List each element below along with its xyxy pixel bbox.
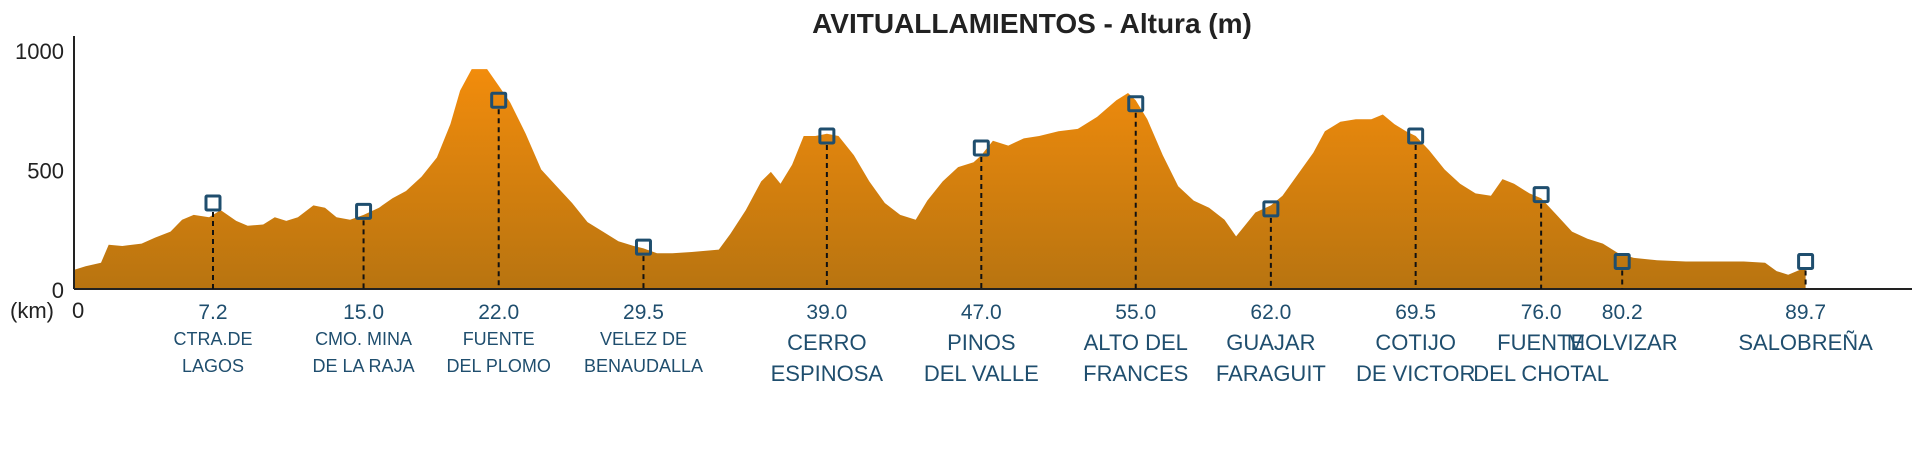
- aid-station-name: LAGOS: [182, 356, 244, 376]
- aid-station-name: DEL CHOTAL: [1473, 361, 1609, 386]
- aid-station-name: DEL VALLE: [924, 361, 1039, 386]
- aid-station-name: DE LA RAJA: [313, 356, 415, 376]
- aid-station-marker[interactable]: [1127, 95, 1145, 113]
- aid-station-name: DE VICTOR: [1356, 361, 1475, 386]
- km-tick-label: 22.0: [478, 301, 519, 324]
- aid-station-name: CMO. MINA: [315, 329, 412, 349]
- aid-station-marker[interactable]: [634, 238, 652, 256]
- aid-station-name: VELEZ DE: [600, 329, 687, 349]
- aid-station-marker[interactable]: [1262, 200, 1280, 218]
- km-tick-label: 47.0: [961, 301, 1002, 324]
- aid-station-name: FARAGUIT: [1216, 361, 1326, 386]
- aid-station-name: GUAJAR: [1226, 330, 1315, 355]
- km-tick-label: 7.2: [198, 301, 227, 324]
- aid-station-marker[interactable]: [972, 139, 990, 157]
- aid-station-marker[interactable]: [204, 194, 222, 212]
- aid-station-name: PINOS: [947, 330, 1015, 355]
- km-tick-label: 76.0: [1521, 301, 1562, 324]
- aid-station-marker[interactable]: [1797, 253, 1815, 271]
- y-tick-label: 500: [27, 159, 64, 184]
- km-tick-label: 62.0: [1250, 301, 1291, 324]
- x-axis-label: (km): [10, 298, 54, 323]
- aid-station-marker[interactable]: [1532, 186, 1550, 204]
- elevation-area: [74, 69, 1806, 289]
- aid-station-name: ESPINOSA: [771, 361, 884, 386]
- km-tick-label: 15.0: [343, 301, 384, 324]
- y-tick-label: 1000: [15, 39, 64, 64]
- km-tick-label: 39.0: [806, 301, 847, 324]
- km-tick-label: 55.0: [1115, 301, 1156, 324]
- aid-station-name: MOLVIZAR: [1567, 330, 1678, 355]
- km-tick-label: 69.5: [1395, 301, 1436, 324]
- aid-station-marker[interactable]: [490, 91, 508, 109]
- aid-station-name: FUENTE: [1497, 330, 1585, 355]
- aid-station-marker[interactable]: [1613, 253, 1631, 271]
- aid-station-name: CERRO: [787, 330, 866, 355]
- km-tick-label: 80.2: [1602, 301, 1643, 324]
- aid-station-marker[interactable]: [1407, 127, 1425, 145]
- aid-station-name: CTRA.DE: [173, 329, 252, 349]
- chart-title: AVITUALLAMIENTOS - Altura (m): [812, 8, 1252, 39]
- aid-station-name: DEL PLOMO: [447, 356, 551, 376]
- aid-station-name: FRANCES: [1083, 361, 1188, 386]
- aid-station-name: ALTO DEL: [1084, 330, 1188, 355]
- aid-station-name: COTIJO: [1375, 330, 1456, 355]
- aid-station-marker[interactable]: [818, 127, 836, 145]
- km-tick-label: 89.7: [1785, 301, 1826, 324]
- aid-station-name: FUENTE: [463, 329, 535, 349]
- y-tick-label: 0: [52, 278, 64, 303]
- aid-station-name: BENAUDALLA: [584, 356, 703, 376]
- aid-station-marker[interactable]: [355, 202, 373, 220]
- x-origin-label: 0: [72, 298, 84, 323]
- aid-station-name: SALOBREÑA: [1738, 330, 1873, 355]
- km-tick-label: 29.5: [623, 301, 664, 324]
